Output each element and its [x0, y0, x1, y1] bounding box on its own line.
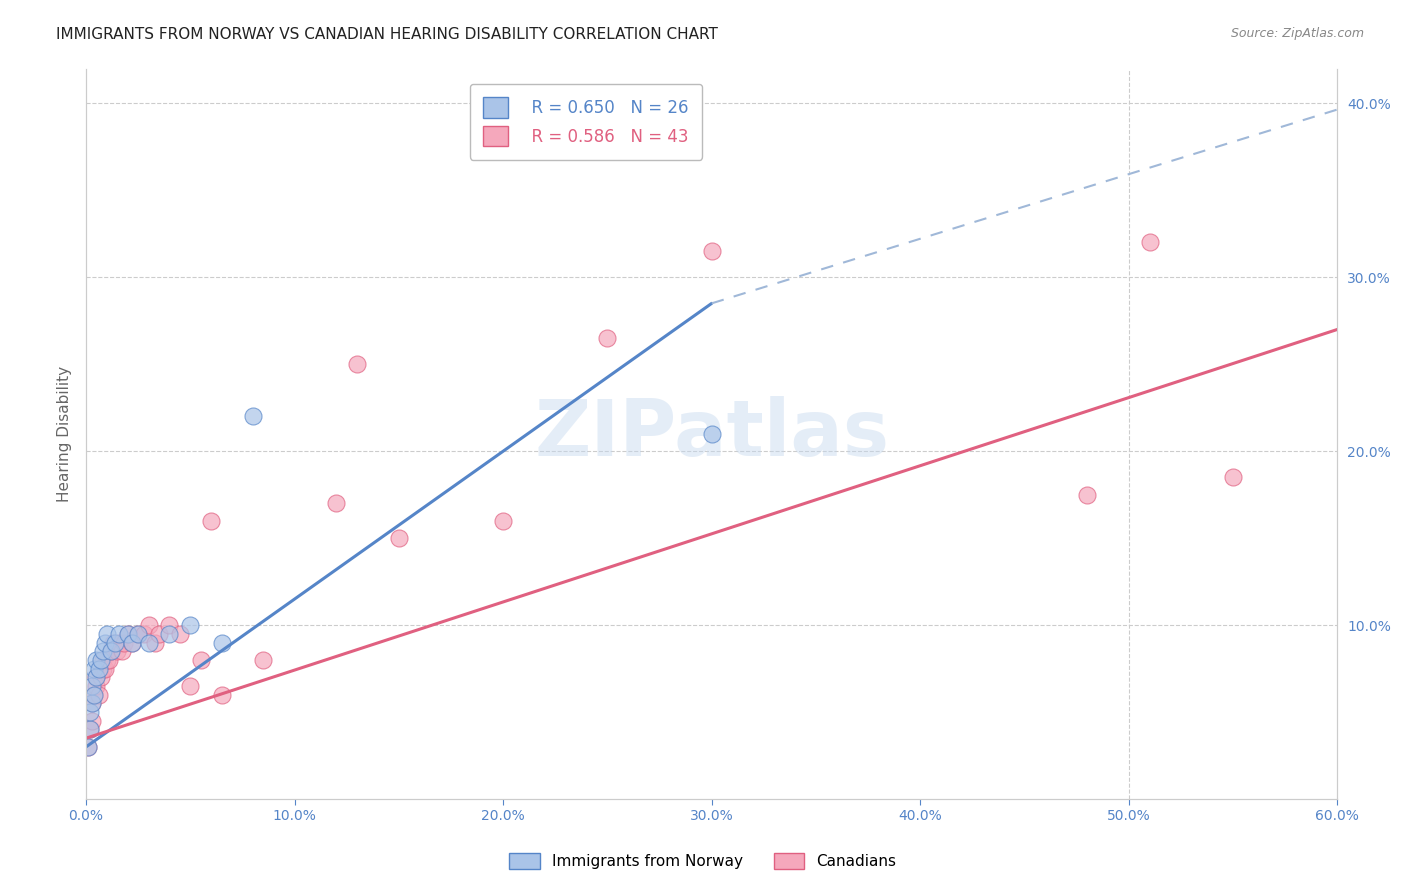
- Point: [82, 697, 104, 711]
- Point: [83, 688, 105, 702]
- Point: [169, 627, 191, 641]
- Point: [104, 635, 127, 649]
- Point: [86, 653, 108, 667]
- Point: [492, 514, 515, 528]
- Point: [159, 627, 181, 641]
- Point: [325, 496, 347, 510]
- Point: [83, 688, 105, 702]
- Point: [117, 627, 139, 641]
- Point: [252, 653, 274, 667]
- Point: [143, 635, 166, 649]
- Point: [148, 627, 170, 641]
- Point: [108, 627, 131, 641]
- Point: [77, 739, 100, 754]
- Point: [596, 331, 619, 345]
- Point: [211, 635, 233, 649]
- Text: Source: ZipAtlas.com: Source: ZipAtlas.com: [1230, 27, 1364, 40]
- Point: [388, 531, 411, 545]
- Point: [138, 618, 160, 632]
- Point: [179, 618, 201, 632]
- Legend: Immigrants from Norway, Canadians: Immigrants from Norway, Canadians: [503, 847, 903, 875]
- Point: [159, 618, 181, 632]
- Point: [79, 723, 101, 737]
- Point: [94, 635, 117, 649]
- Point: [117, 627, 139, 641]
- Point: [138, 635, 160, 649]
- Point: [127, 627, 149, 641]
- Point: [1139, 235, 1161, 250]
- Legend:   R = 0.650   N = 26,   R = 0.586   N = 43: R = 0.650 N = 26, R = 0.586 N = 43: [470, 84, 703, 160]
- Point: [86, 670, 108, 684]
- Point: [200, 514, 222, 528]
- Point: [1222, 470, 1244, 484]
- Point: [87, 662, 110, 676]
- Point: [82, 679, 104, 693]
- Point: [127, 627, 149, 641]
- Point: [1076, 488, 1098, 502]
- Point: [121, 635, 143, 649]
- Point: [108, 635, 131, 649]
- Point: [83, 662, 105, 676]
- Text: ZIPatlas: ZIPatlas: [534, 396, 889, 472]
- Point: [98, 653, 121, 667]
- Point: [700, 426, 723, 441]
- Point: [82, 697, 104, 711]
- Point: [91, 662, 114, 676]
- Point: [96, 653, 118, 667]
- Point: [82, 714, 104, 728]
- Point: [96, 627, 118, 641]
- Point: [94, 662, 117, 676]
- Point: [90, 653, 112, 667]
- Point: [121, 635, 143, 649]
- Point: [346, 357, 368, 371]
- Point: [100, 644, 122, 658]
- Point: [100, 644, 122, 658]
- Point: [112, 635, 135, 649]
- Point: [134, 627, 156, 641]
- Point: [211, 688, 233, 702]
- Point: [79, 705, 101, 719]
- Point: [79, 723, 101, 737]
- Point: [110, 644, 132, 658]
- Point: [700, 244, 723, 259]
- Point: [87, 688, 110, 702]
- Point: [91, 644, 114, 658]
- Point: [242, 409, 264, 424]
- Point: [190, 653, 212, 667]
- Point: [86, 679, 108, 693]
- Point: [105, 644, 128, 658]
- Point: [101, 635, 124, 649]
- Point: [77, 739, 100, 754]
- Y-axis label: Hearing Disability: Hearing Disability: [58, 366, 72, 502]
- Point: [179, 679, 201, 693]
- Point: [90, 670, 112, 684]
- Point: [86, 670, 108, 684]
- Point: [91, 653, 114, 667]
- Text: IMMIGRANTS FROM NORWAY VS CANADIAN HEARING DISABILITY CORRELATION CHART: IMMIGRANTS FROM NORWAY VS CANADIAN HEARI…: [56, 27, 718, 42]
